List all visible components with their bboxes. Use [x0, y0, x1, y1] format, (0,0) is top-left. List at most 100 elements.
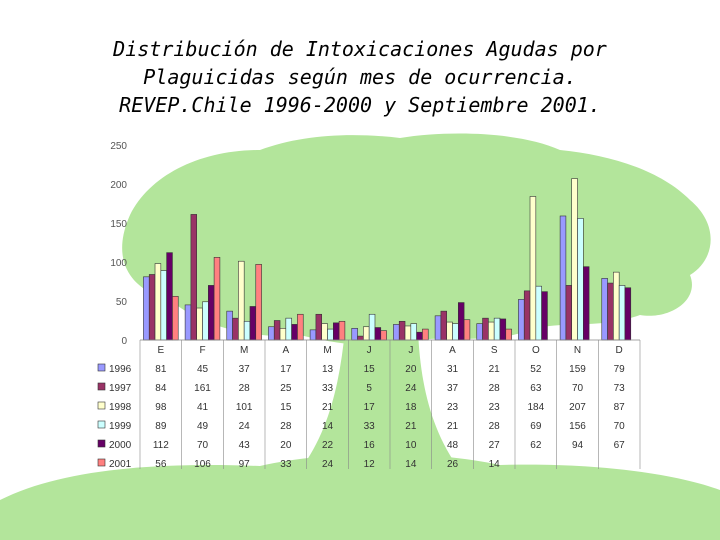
bar	[351, 327, 358, 341]
bar	[208, 285, 215, 341]
table-cell-value: 94	[572, 440, 584, 451]
bar	[582, 266, 590, 341]
table-cell-value: 101	[236, 402, 253, 413]
table-cell-value: 13	[322, 364, 334, 375]
bar	[393, 324, 400, 341]
bar	[297, 313, 304, 341]
bar	[154, 263, 162, 341]
table-cell-value: 15	[364, 364, 376, 375]
table-cell-value: 67	[614, 440, 626, 451]
table-cell-value: 33	[364, 421, 376, 432]
bar	[457, 302, 465, 341]
x-category-label: D	[616, 345, 623, 356]
table-cell-value: 26	[447, 459, 459, 470]
legend-swatch	[97, 382, 106, 391]
legend-label: 1996	[109, 364, 132, 375]
bar	[571, 178, 578, 341]
table-cell-value: 17	[280, 364, 292, 375]
bar	[273, 320, 281, 341]
bar	[535, 285, 542, 341]
x-category-label: J	[408, 345, 413, 356]
bar	[505, 328, 512, 341]
table-cell-value: 156	[569, 421, 586, 432]
table-cell-value: 161	[194, 383, 211, 394]
bar	[463, 319, 471, 341]
table-cell-value: 37	[447, 383, 459, 394]
bar	[143, 276, 150, 341]
table-cell-value: 56	[155, 459, 167, 470]
y-axis: 0 50 100 150 200 250	[110, 141, 127, 347]
bar	[202, 301, 209, 341]
table-cell-value: 112	[153, 440, 169, 451]
table-cell-value: 23	[447, 402, 459, 413]
bar	[380, 330, 387, 341]
table-cell-value: 28	[239, 383, 251, 394]
bar	[184, 304, 192, 341]
bar	[368, 313, 376, 341]
table-cell-value: 22	[322, 440, 334, 451]
bar	[213, 257, 221, 341]
bar	[410, 323, 417, 341]
bar	[332, 322, 340, 341]
x-category-label: E	[157, 345, 164, 356]
table-cell-value: 24	[239, 421, 251, 432]
bar	[268, 326, 275, 341]
table-cell-value: 184	[527, 402, 544, 413]
table-cell-value: 70	[572, 383, 584, 394]
table-cell-value: 79	[614, 364, 626, 375]
legend-swatch	[97, 458, 106, 467]
table-cell-value: 28	[489, 421, 501, 432]
table-cell-value: 159	[569, 364, 586, 375]
bar	[422, 328, 429, 341]
table-cell-value: 33	[322, 383, 334, 394]
y-tick-label: 50	[116, 297, 128, 308]
table-cell-value: 14	[405, 459, 417, 470]
table-cell-value: 21	[322, 402, 334, 413]
bar	[565, 285, 573, 341]
table-cell-value: 87	[614, 402, 626, 413]
table-cell-value: 18	[405, 402, 417, 413]
legend-label: 2001	[109, 459, 132, 470]
table-cell-value: 17	[364, 402, 376, 413]
legend-swatch	[97, 420, 106, 429]
bar	[440, 310, 447, 341]
bar	[607, 282, 614, 341]
table-cell-value: 10	[405, 440, 417, 451]
x-category-label: F	[199, 345, 205, 356]
table-cell-value: 106	[194, 459, 211, 470]
table-cell-value: 20	[280, 440, 292, 451]
table-cell-value: 98	[155, 402, 167, 413]
legend-swatch	[97, 439, 106, 448]
x-category-label: S	[491, 345, 498, 356]
bar	[238, 260, 245, 341]
bar	[476, 323, 483, 341]
table-cell-value: 15	[280, 402, 292, 413]
bar	[327, 328, 334, 341]
x-category-label: O	[532, 345, 540, 356]
bars	[143, 178, 632, 341]
y-tick-label: 250	[110, 141, 127, 152]
bar	[416, 331, 423, 341]
bar	[518, 299, 525, 341]
table-cell-value: 207	[569, 402, 586, 413]
table-cell-value: 43	[239, 440, 251, 451]
bar	[493, 317, 501, 341]
table-cell-value: 84	[155, 383, 167, 394]
table-cell-value: 14	[489, 459, 501, 470]
bar	[357, 335, 364, 341]
bar	[577, 218, 584, 341]
table-cell-value: 16	[364, 440, 376, 451]
table-cell-value: 49	[197, 421, 209, 432]
table-cell-value: 41	[197, 402, 209, 413]
bar	[499, 318, 507, 341]
x-category-label: J	[367, 345, 372, 356]
bar	[148, 274, 156, 341]
bar	[618, 285, 626, 341]
bar	[523, 290, 531, 341]
table-cell-value: 70	[614, 421, 626, 432]
table-cell-value: 5	[366, 383, 372, 394]
bar	[285, 317, 292, 341]
bar	[232, 317, 239, 341]
y-tick-label: 0	[121, 336, 127, 347]
